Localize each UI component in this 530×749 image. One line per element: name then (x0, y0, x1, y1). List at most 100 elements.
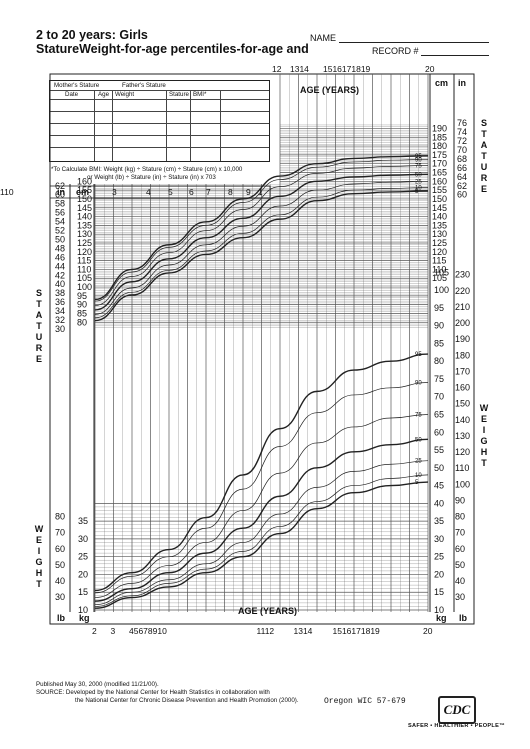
stature-cm-tick-label: 150 (77, 194, 92, 204)
unit-lb-left: lb (57, 613, 66, 623)
father-stature-label: Father's Stature (122, 82, 166, 89)
weight-kg-tick-label-right: 80 (434, 356, 444, 366)
weight-lb-tick-label-right: 170 (455, 366, 470, 376)
age-axis-title-top: AGE (YEARS) (300, 85, 359, 95)
stature-cm-tick-label: 145 (77, 203, 92, 213)
weight-lb-tick-label-right: 60 (455, 544, 465, 554)
bottom-age-tick: 1314 (294, 626, 313, 636)
stature-band-age-tick: 8 (228, 187, 233, 197)
weight-lb-tick-label-right: 30 (455, 592, 465, 602)
name-label: NAME (310, 33, 337, 43)
weight-kg-tick-label-right: 25 (434, 552, 444, 562)
stature-percentile-label-95: 95 (415, 154, 422, 160)
bottom-age-tick: 45678910 (129, 626, 167, 636)
weight-lb-tick-label-right: 220 (455, 286, 470, 296)
stature-cm-tick-label: 80 (77, 317, 87, 327)
stature-in-tick-label: 44 (55, 261, 65, 271)
stature-cm-tick-label: 140 (77, 212, 92, 222)
stature-cm-tick-label: 135 (77, 220, 92, 230)
stature-in-tick-label-right: 68 (457, 154, 467, 164)
stature-in-tick-label: 54 (55, 217, 65, 227)
top-age-tick-12: 12 (272, 64, 282, 74)
weight-lb-tick-label: 50 (55, 560, 65, 570)
col-date-label: Date (65, 91, 79, 98)
weight-percentile-label-25: 25 (415, 459, 422, 465)
col-bmi-label: BMI* (193, 91, 207, 98)
weight-percentile-90 (94, 382, 429, 594)
weight-percentile-5 (94, 481, 429, 609)
weight-percentile-label-5: 5 (415, 480, 419, 486)
stature-cm-tick-label-right: 145 (432, 203, 447, 213)
unit-in-right: in (458, 78, 466, 88)
bmi-note-line2: or Weight (lb) ÷ Stature (in) ÷ Stature … (87, 174, 216, 181)
record-field[interactable]: RECORD # (372, 46, 490, 56)
weight-lb-tick-label: 40 (55, 576, 65, 586)
col-age-label: Age (98, 91, 110, 98)
weight-percentile-75 (94, 414, 429, 598)
stature-percentile-10 (94, 187, 429, 319)
weight-lb-tick-label-right: 180 (455, 350, 470, 360)
stature-percentile-5 (94, 190, 429, 322)
weight-kg-tick-label: 35 (78, 516, 88, 526)
name-field[interactable]: NAME (310, 33, 489, 43)
stature-cm-tick-label: 130 (77, 229, 92, 239)
weight-percentile-label-75: 75 (415, 412, 422, 418)
stature-in-tick-label-right: 60 (457, 190, 467, 200)
name-input-line[interactable] (338, 42, 489, 43)
stature-percentile-50 (94, 173, 429, 311)
bottom-age-tick: 1112 (257, 626, 275, 636)
weight-lb-tick-label-right: 50 (455, 560, 465, 570)
weight-lb-tick-label: 70 (55, 528, 65, 538)
weight-percentile-label-90: 90 (415, 380, 422, 386)
stature-cm-tick-label: 95 (77, 291, 87, 301)
weight-kg-tick-label-right: 70 (434, 392, 444, 402)
stature-band-header (49, 185, 271, 199)
weight-side-label-right: W E I G H T (479, 403, 489, 468)
weight-kg-tick-label-right: 50 (434, 463, 444, 473)
weight-percentile-label-10: 10 (415, 473, 422, 479)
record-input-line[interactable] (421, 55, 490, 56)
weight-kg-tick-label: 20 (78, 569, 88, 579)
weight-lb-tick-label: 80 (55, 512, 65, 522)
stature-cm-tick-label: 120 (77, 247, 92, 257)
stature-cm-tick-label: 90 (77, 300, 87, 310)
record-table[interactable]: Mother's Stature Father's Stature Date A… (49, 80, 270, 162)
weight-kg-tick-label-right: 65 (434, 409, 444, 419)
stature-in-tick-label: 56 (55, 208, 65, 218)
oregon-wic-label: Oregon WIC 57-679 (324, 697, 406, 706)
unit-kg-right: kg (436, 613, 447, 623)
weight-percentile-10 (94, 474, 429, 607)
col-weight-label: Weight (115, 91, 135, 98)
chart-title-line1: 2 to 20 years: Girls (36, 28, 148, 42)
weight-lb-tick-label-right: 200 (455, 318, 470, 328)
weight-percentile-50 (94, 438, 429, 602)
weight-kg-tick-label-right: 20 (434, 569, 444, 579)
unit-in-left: in (57, 187, 65, 197)
bottom-age-tick: 1516171819 (333, 626, 381, 636)
stature-cm-tick-label-right: 110 (432, 264, 446, 274)
col-stature-label: Stature (169, 91, 189, 98)
weight-lb-tick-label-right: 150 (455, 399, 470, 409)
record-label: RECORD # (372, 46, 419, 56)
unit-kg-left: kg (79, 613, 90, 623)
stature-in-tick-label-right: 70 (457, 145, 467, 155)
weight-kg-tick-label-right: 95 (434, 303, 444, 313)
stature-band-age-tick: 110 (0, 187, 14, 197)
stature-side-label-left: S T A T U R E (35, 288, 43, 364)
bottom-age-tick: 2 (92, 626, 97, 636)
stature-percentile-label-25: 25 (415, 179, 422, 185)
stature-in-tick-label: 34 (55, 306, 65, 316)
stature-cm-tick-label-right: 170 (432, 159, 447, 169)
stature-band-age-tick: 4 (146, 187, 151, 197)
stature-percentile-label-75: 75 (415, 163, 422, 169)
stature-in-tick-label-right: 66 (457, 163, 467, 173)
stature-percentile-label-50: 50 (415, 172, 422, 178)
stature-cm-tick-label-right: 105 (432, 273, 447, 283)
weight-kg-tick-label-right: 35 (434, 516, 444, 526)
weight-lb-tick-label-right: 80 (455, 512, 465, 522)
weight-kg-tick-label-right: 90 (434, 321, 444, 331)
stature-side-label-right: S T A T U R E (480, 118, 488, 194)
stature-band-age-tick: 7 (206, 187, 211, 197)
stature-cm-tick-label-right: 125 (432, 238, 447, 248)
stature-cm-tick-label-right: 185 (432, 132, 447, 142)
